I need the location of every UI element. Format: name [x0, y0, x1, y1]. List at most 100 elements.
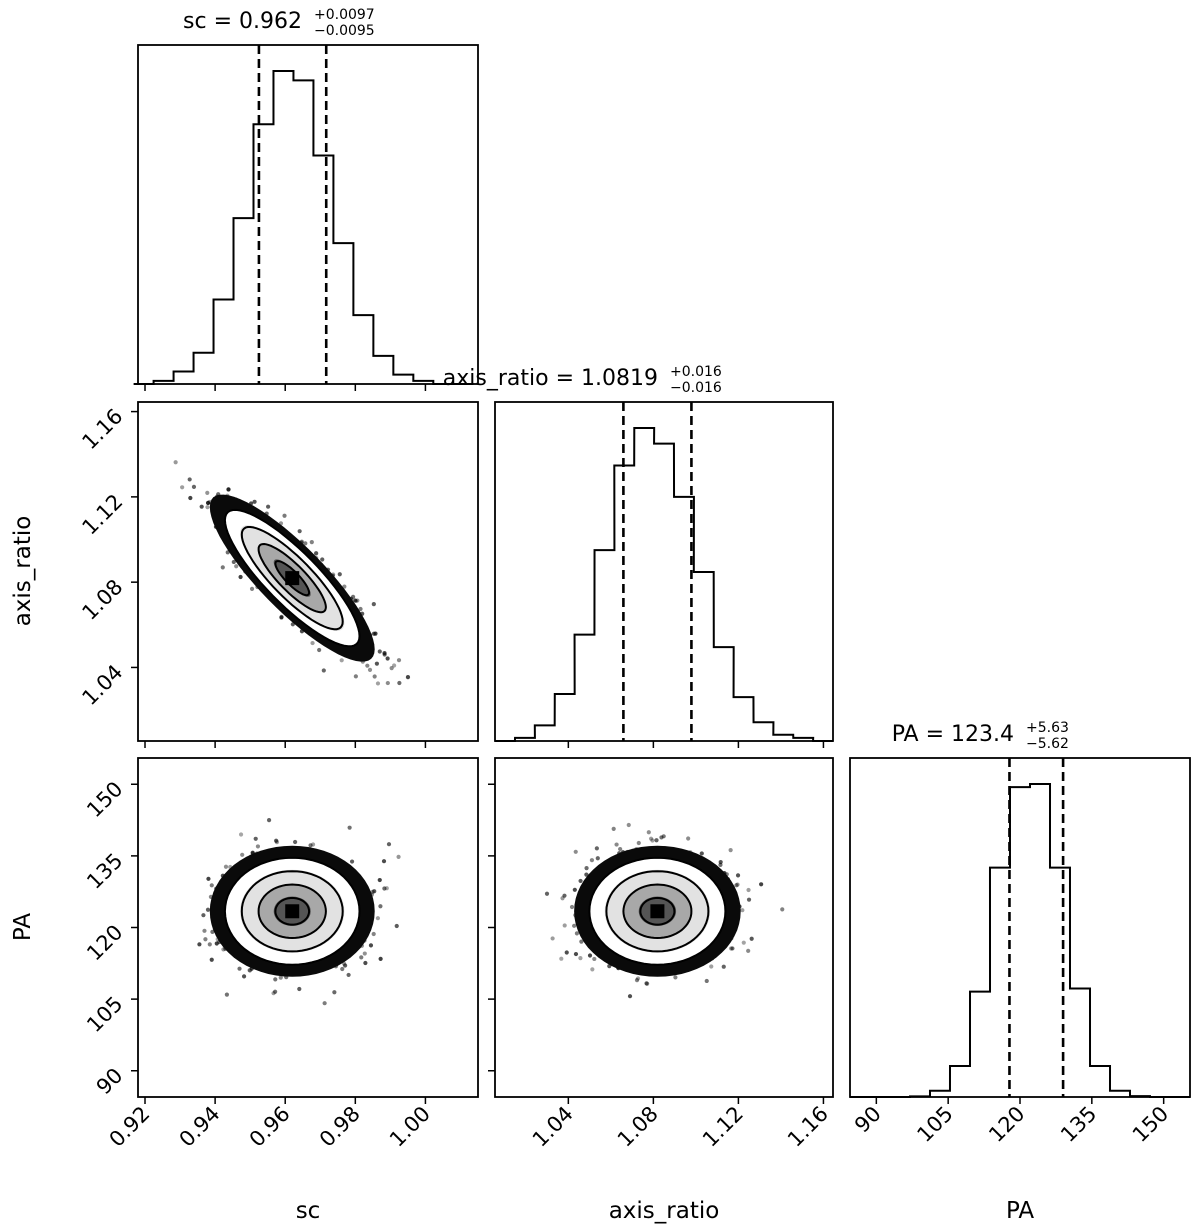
x-tick-label: 0.98 — [315, 1102, 365, 1152]
scatter-point — [592, 956, 597, 962]
scatter-point — [589, 858, 595, 863]
scatter-point — [645, 981, 650, 986]
scatter-point — [382, 650, 387, 656]
scatter-point — [396, 854, 401, 859]
y-tick-label: 1.12 — [77, 489, 127, 539]
histogram-axis_ratio: axis_ratio = 1.0819 +0.016−0.016 — [443, 364, 834, 742]
scatter-point — [728, 847, 733, 853]
x-axis-label-pa: PA — [1006, 1198, 1034, 1224]
scatter-point — [746, 948, 751, 953]
scatter-point — [332, 990, 337, 995]
y-tick-label: 135 — [82, 848, 127, 893]
scatter-point — [371, 631, 376, 636]
scatter-point — [644, 981, 649, 986]
y-axis-label-axis-ratio: axis_ratio — [10, 516, 36, 627]
scatter-point — [359, 955, 364, 960]
scatter-point — [199, 504, 204, 509]
scatter-point — [735, 882, 740, 887]
histogram-PA: PA = 123.4 +5.63−5.62 — [849, 720, 1191, 1098]
hist-title-minus: −0.016 — [670, 380, 722, 396]
scatter-point — [173, 460, 178, 465]
scatter-point — [740, 908, 745, 913]
y-tick-label: 1.16 — [77, 404, 127, 454]
scatter-point — [234, 564, 239, 569]
scatter-point — [205, 490, 210, 495]
scatter-point — [205, 505, 210, 510]
scatter-point — [386, 842, 392, 847]
scatter-point — [646, 830, 651, 835]
panel-frame — [137, 401, 479, 742]
scatter-point — [206, 876, 211, 881]
hist-title-minus: −5.62 — [1026, 736, 1069, 752]
scatter-point — [587, 953, 593, 958]
scatter-point — [223, 864, 229, 869]
scatter-point — [317, 647, 322, 653]
scatter-point — [594, 846, 599, 851]
scatter-point — [297, 986, 302, 992]
scatter-point — [350, 594, 356, 599]
scatter-point — [377, 649, 382, 654]
scatter-point — [209, 883, 214, 888]
y-tick-label: 150 — [82, 777, 127, 822]
scatter-point — [371, 602, 376, 607]
scatter-point — [224, 992, 230, 997]
hist-title: axis_ratio = 1.0819 — [443, 366, 658, 391]
scatter-point — [730, 946, 735, 951]
x-tick-label: 1.08 — [613, 1102, 663, 1152]
scatter-point — [578, 878, 583, 884]
scatter-point — [673, 975, 678, 980]
scatter-point — [197, 942, 202, 947]
panel-frame — [494, 401, 834, 742]
scatter-point — [214, 941, 219, 946]
scatter-point — [313, 551, 319, 556]
scatter-point — [238, 832, 244, 837]
scatter-point — [253, 836, 258, 841]
x-tick-label: 1.04 — [528, 1102, 578, 1152]
scatter-point — [392, 663, 397, 668]
scatter-point — [282, 513, 287, 518]
scatter-point — [648, 836, 654, 841]
scatter-point — [636, 840, 641, 846]
hist-title-plus: +5.63 — [1026, 720, 1069, 736]
contour-line — [223, 508, 361, 648]
scatter-point — [274, 838, 279, 843]
scatter-point — [626, 822, 631, 828]
scatter-point — [618, 846, 623, 852]
scatter-point — [378, 904, 383, 909]
y-axis-label-pa: PA — [10, 913, 36, 941]
scatter-point — [550, 936, 555, 941]
scatter-point — [343, 963, 348, 968]
scatter-point — [209, 957, 214, 962]
scatter-point — [339, 658, 344, 663]
scatter-point — [297, 529, 302, 534]
density-sc vs axis_ratio — [137, 401, 479, 742]
scatter-point — [759, 882, 764, 887]
scatter-point — [749, 936, 754, 941]
scatter-point — [686, 836, 691, 841]
density-peak — [285, 571, 300, 586]
panel-frame — [849, 757, 1191, 1098]
scatter-point — [378, 956, 383, 961]
scatter-point — [734, 883, 739, 888]
scatter-point — [721, 964, 726, 969]
scatter-point — [249, 586, 255, 591]
y-tick-label: 1.04 — [77, 660, 127, 710]
contour-line — [257, 883, 327, 940]
scatter-point — [279, 615, 284, 620]
y-tick-label: 90 — [92, 1063, 128, 1099]
scatter-point — [574, 931, 580, 936]
scatter-point — [394, 923, 399, 929]
scatter-point — [321, 668, 326, 673]
scatter-point — [220, 565, 225, 570]
contour-line — [622, 883, 693, 940]
scatter-point — [385, 656, 390, 661]
scatter-point — [384, 886, 389, 891]
scatter-point — [709, 964, 714, 969]
scatter-point — [201, 913, 206, 918]
hist-title-minus: −0.0095 — [314, 23, 375, 39]
scatter-point — [368, 943, 374, 948]
scatter-point — [375, 681, 381, 686]
hist-step-line — [495, 427, 833, 742]
scatter-point — [704, 978, 709, 984]
